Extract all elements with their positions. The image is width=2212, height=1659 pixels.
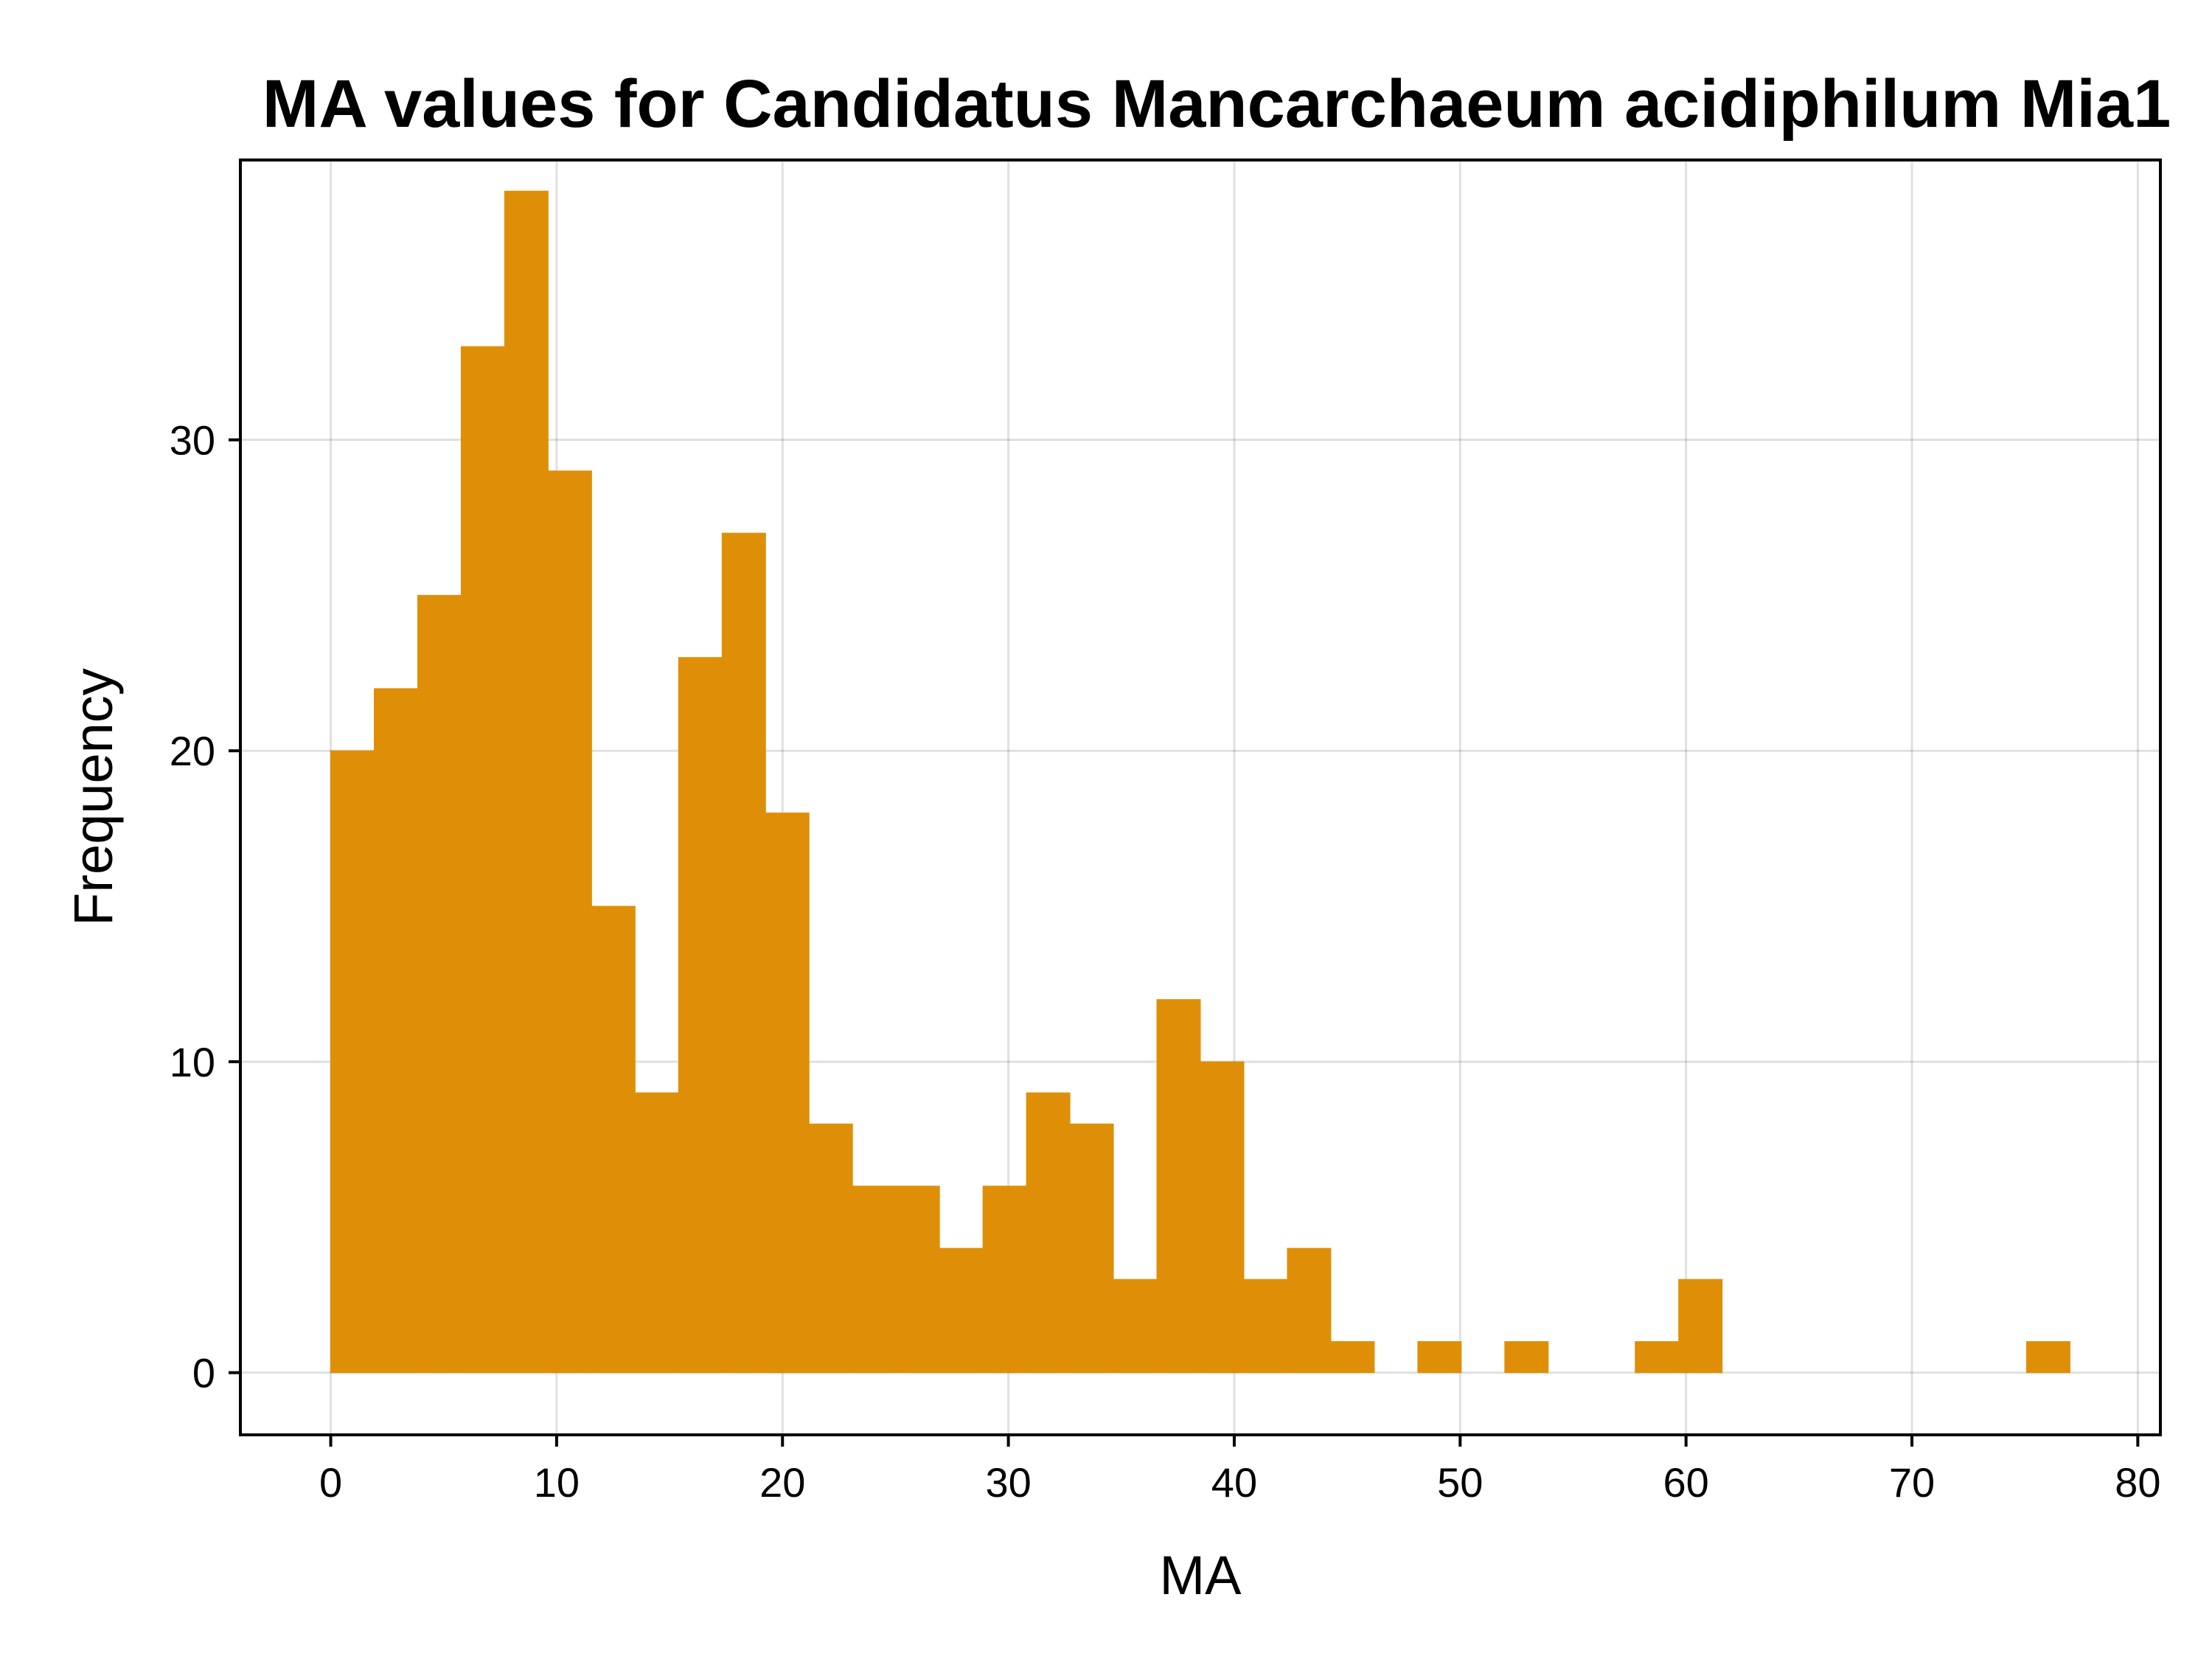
histogram-bar xyxy=(895,1186,940,1374)
x-tick-label: 60 xyxy=(1663,1459,1709,1506)
histogram-bar xyxy=(460,346,505,1374)
histogram-bar xyxy=(1678,1279,1723,1374)
plot-frame xyxy=(239,159,2162,1436)
histogram-bar xyxy=(721,532,766,1374)
histogram-bar xyxy=(634,1092,679,1374)
histogram-bar xyxy=(547,470,592,1374)
y-axis-label: Frequency xyxy=(63,668,124,926)
histogram-bar xyxy=(417,594,462,1374)
histogram-bar xyxy=(1417,1340,1462,1374)
histogram-bar xyxy=(330,750,375,1374)
histogram-bar xyxy=(1113,1279,1158,1374)
x-tick-label: 50 xyxy=(1437,1459,1483,1506)
histogram-bar xyxy=(1504,1340,1549,1374)
x-tick-label: 30 xyxy=(985,1459,1031,1506)
histogram-bar xyxy=(1156,999,1201,1374)
histogram-bar xyxy=(1243,1279,1288,1374)
y-tick-label: 30 xyxy=(170,417,215,464)
histogram-bar xyxy=(1287,1248,1332,1374)
x-tick-label: 10 xyxy=(534,1459,580,1506)
histogram-bar xyxy=(939,1248,984,1374)
y-tick-label: 0 xyxy=(192,1350,215,1397)
histogram-bar xyxy=(591,905,636,1374)
x-tick-label: 40 xyxy=(1211,1459,1257,1506)
histogram-bar xyxy=(374,688,418,1374)
histogram-bar xyxy=(1200,1061,1245,1374)
histogram-bar xyxy=(852,1186,897,1374)
histogram-bar xyxy=(1026,1092,1071,1374)
y-tick-label: 20 xyxy=(170,728,215,774)
bars xyxy=(330,190,2070,1374)
histogram-bar xyxy=(504,190,549,1374)
chart-title: MA values for Candidatus Mancarchaeum ac… xyxy=(262,66,2171,142)
histogram-bar xyxy=(1635,1340,1680,1374)
histogram-bar xyxy=(2025,1340,2070,1374)
x-axis-ticks: 0 10 20 30 40 50 60 70 80 xyxy=(319,1435,2161,1506)
x-axis-label: MA xyxy=(1160,1545,1242,1606)
y-axis-ticks: 0 10 20 30 xyxy=(170,417,240,1397)
histogram-bar xyxy=(765,813,810,1374)
y-tick-label: 10 xyxy=(170,1039,215,1085)
x-tick-label: 20 xyxy=(759,1459,805,1506)
histogram-bar xyxy=(982,1186,1027,1374)
x-tick-label: 0 xyxy=(319,1459,342,1506)
histogram-bar xyxy=(1069,1123,1114,1374)
histogram-bar xyxy=(808,1123,853,1374)
histogram-bar xyxy=(1330,1340,1375,1374)
x-tick-label: 80 xyxy=(2115,1459,2160,1506)
x-tick-label: 70 xyxy=(1889,1459,1935,1506)
histogram-bar xyxy=(678,657,723,1374)
